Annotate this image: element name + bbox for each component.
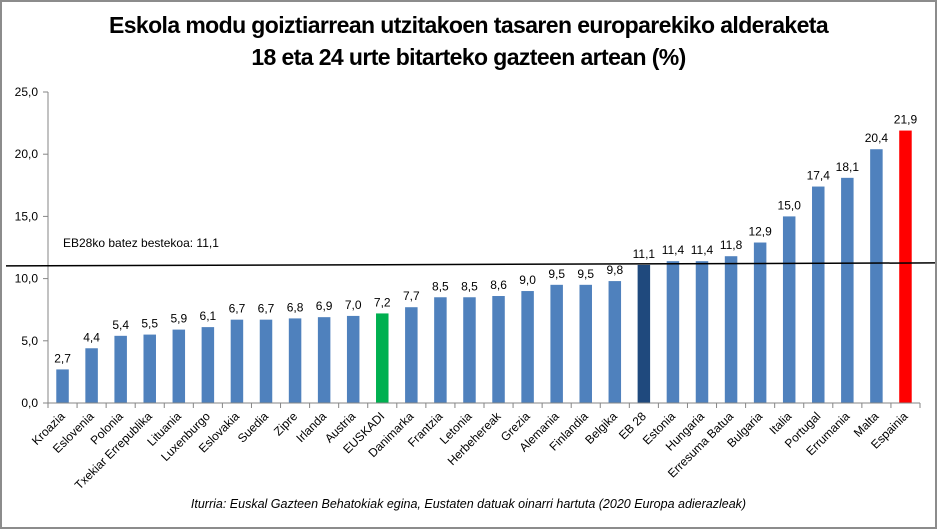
data-label: 8,6 — [490, 278, 507, 292]
category-label: Suedia — [235, 409, 272, 446]
data-label: 4,4 — [83, 330, 100, 344]
data-label: 6,7 — [258, 302, 275, 316]
bar — [376, 313, 389, 403]
data-label: 6,1 — [200, 309, 217, 323]
bars: 2,7 4,4 5,4 5,5 5,9 6,1 6,7 6,7 6,8 6,9 7,0 7,2 7,7 8… — [54, 113, 917, 403]
data-label: 9,0 — [519, 273, 536, 287]
bar — [230, 319, 244, 403]
data-label: 9,8 — [606, 263, 623, 277]
y-tick-label: 20,0 — [15, 147, 39, 161]
data-label: 11,8 — [720, 238, 743, 252]
bar — [143, 334, 156, 403]
y-axis: 0,0 5,0 10,0 15,0 20,0 25,0 — [15, 85, 49, 410]
data-label: 21,9 — [894, 113, 918, 127]
data-label: 11,1 — [633, 247, 656, 261]
data-label: 8,5 — [461, 279, 478, 293]
data-label: 7,0 — [345, 298, 362, 312]
bar — [201, 327, 215, 403]
data-label: 6,9 — [316, 299, 333, 313]
y-tick-label: 5,0 — [21, 334, 38, 348]
data-label: 20,4 — [865, 131, 889, 145]
bar — [579, 284, 592, 403]
data-label: 5,4 — [112, 318, 129, 332]
bar — [317, 317, 331, 403]
data-label: 11,4 — [691, 243, 714, 257]
bar — [695, 261, 709, 403]
bar — [56, 369, 69, 403]
bar — [172, 329, 186, 403]
data-label: 7,2 — [374, 295, 391, 309]
data-label: 9,5 — [548, 267, 565, 281]
bar — [85, 348, 98, 403]
bar — [637, 264, 651, 403]
bar — [521, 291, 534, 403]
chart-subtitle: 18 eta 24 urte bitarteko gazteen artean … — [251, 44, 686, 70]
bar — [405, 307, 418, 403]
data-label: 5,9 — [170, 312, 187, 326]
data-label: 11,4 — [662, 243, 685, 257]
y-tick-label: 25,0 — [15, 85, 39, 99]
bar — [782, 216, 796, 403]
data-label: 6,8 — [287, 300, 304, 314]
bar — [288, 318, 302, 403]
chart-title: Eskola modu goiztiarrean utzitakoen tasa… — [108, 12, 829, 38]
bar — [812, 186, 825, 403]
reference-line-label: EB28ko batez bestekoa: 11,1 — [63, 236, 219, 250]
reference-line — [5, 262, 936, 267]
data-label: 18,1 — [836, 160, 860, 174]
bar — [259, 319, 273, 403]
y-tick-label: 0,0 — [21, 396, 38, 410]
data-label: 6,7 — [229, 302, 246, 316]
data-label: 12,9 — [748, 225, 772, 239]
data-label: 5,5 — [141, 317, 158, 331]
data-label: 8,5 — [432, 279, 449, 293]
category-label: Belgika — [582, 409, 620, 447]
bar — [841, 177, 854, 403]
bar — [492, 296, 505, 403]
data-label: 15,0 — [778, 198, 802, 212]
bar — [346, 315, 360, 403]
data-label: 2,7 — [54, 351, 71, 365]
category-label: Irlanda — [293, 409, 329, 445]
y-tick-label: 10,0 — [15, 272, 39, 286]
reference-line-group: EB28ko batez bestekoa: 11,1 — [5, 236, 936, 267]
source-note: Iturria: Euskal Gazteen Behatokiak egina… — [190, 497, 747, 511]
bar — [899, 130, 912, 403]
bar — [550, 284, 563, 403]
data-label: 17,4 — [807, 169, 831, 183]
bar — [666, 261, 680, 403]
bar — [870, 149, 883, 403]
data-label: 9,5 — [577, 267, 594, 281]
bar — [114, 335, 127, 403]
bar — [434, 297, 447, 403]
data-label: 7,7 — [403, 289, 420, 303]
bar — [724, 256, 738, 403]
bar — [463, 297, 476, 403]
y-tick-label: 15,0 — [15, 209, 39, 223]
bar — [608, 281, 622, 403]
bar — [753, 242, 767, 403]
